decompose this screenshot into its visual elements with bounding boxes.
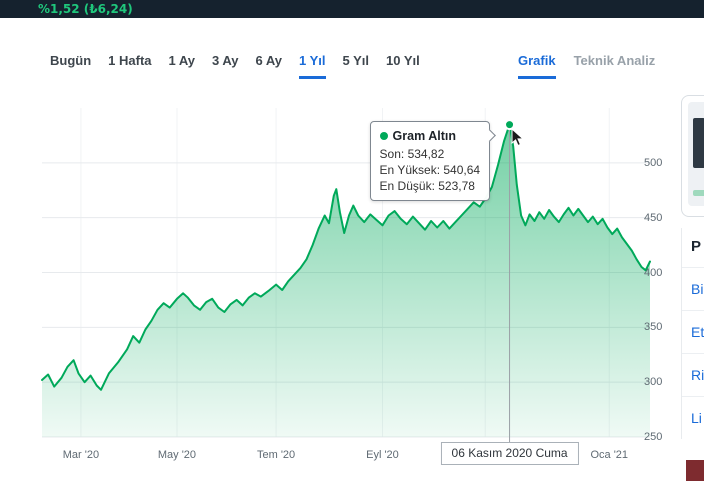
sidebar-link[interactable]: Bi (682, 267, 704, 310)
x-axis-label: May '20 (157, 449, 197, 461)
range-tab-1-hafta[interactable]: 1 Hafta (108, 53, 152, 68)
view-tab-teknik-analiz[interactable]: Teknik Analiz (573, 53, 656, 68)
series-dot-icon (379, 131, 388, 140)
x-axis-label: Oca '21 (590, 449, 629, 461)
sidebar-link[interactable]: Et (682, 310, 704, 353)
mouse-cursor-icon (511, 127, 524, 152)
right-sidebar: P Bi Et Ri Li (678, 18, 704, 481)
range-tab-5-yıl[interactable]: 5 Yıl (342, 53, 370, 68)
chart-view-tabs: Grafik Teknik Analiz (518, 53, 655, 79)
sidebar-links-panel: P Bi Et Ri Li (681, 228, 704, 439)
ad-fragment[interactable] (686, 460, 704, 481)
y-axis-label: 250 (644, 431, 663, 443)
promo-chart-shape (693, 190, 704, 196)
crosshair-date-label: 06 Kasım 2020 Cuma (440, 442, 579, 465)
tooltip-high-value: En Yüksek: 540,64 (379, 162, 481, 177)
promo-card-image (688, 102, 704, 206)
range-tab-1-yıl[interactable]: 1 Yıl (299, 53, 326, 79)
sidebar-link[interactable]: Li (682, 396, 704, 439)
tooltip-series-name: Gram Altın (392, 128, 456, 143)
price-change-percent: %1,52 (₺6,24) (38, 2, 133, 16)
y-axis-label: 400 (644, 266, 663, 279)
y-axis-label: 300 (644, 376, 663, 389)
sidebar-heading: P (691, 238, 702, 255)
x-axis-label: Eyl '20 (366, 449, 399, 461)
view-tab-grafik[interactable]: Grafik (518, 53, 556, 79)
tooltip-last-value: Son: 534,82 (379, 146, 445, 161)
line-series (41, 123, 651, 391)
area-series (42, 124, 650, 438)
range-tab-1-ay[interactable]: 1 Ay (168, 53, 196, 68)
top-price-bar: %1,52 (₺6,24) (0, 0, 704, 18)
chart-tooltip: Gram Altın Son: 534,82 En Yüksek: 540,64… (369, 120, 496, 201)
sidebar-link[interactable]: Ri (682, 353, 704, 396)
tooltip-low-value: En Düşük: 523,78 (379, 178, 475, 193)
y-axis-label: 350 (644, 321, 663, 334)
sidebar-link-list: Bi Et Ri Li (682, 267, 704, 439)
hover-marker (504, 119, 516, 131)
range-tab-3-ay[interactable]: 3 Ay (212, 53, 239, 68)
range-tab-bugün[interactable]: Bugün (50, 53, 92, 68)
x-axis-label: Mar '20 (62, 449, 100, 461)
time-range-tabs: Bugün 1 Hafta 1 Ay 3 Ay 6 Ay 1 Yıl 5 Yıl 10 Yıl (50, 53, 420, 79)
y-axis-label: 450 (644, 211, 663, 224)
x-axis-label: Tem '20 (256, 449, 296, 461)
promo-card[interactable] (681, 95, 704, 217)
promo-phone-shape (693, 118, 704, 168)
range-tab-10-yıl[interactable]: 10 Yıl (386, 53, 420, 68)
y-axis-label: 500 (644, 156, 663, 169)
range-tab-6-ay[interactable]: 6 Ay (255, 53, 283, 68)
